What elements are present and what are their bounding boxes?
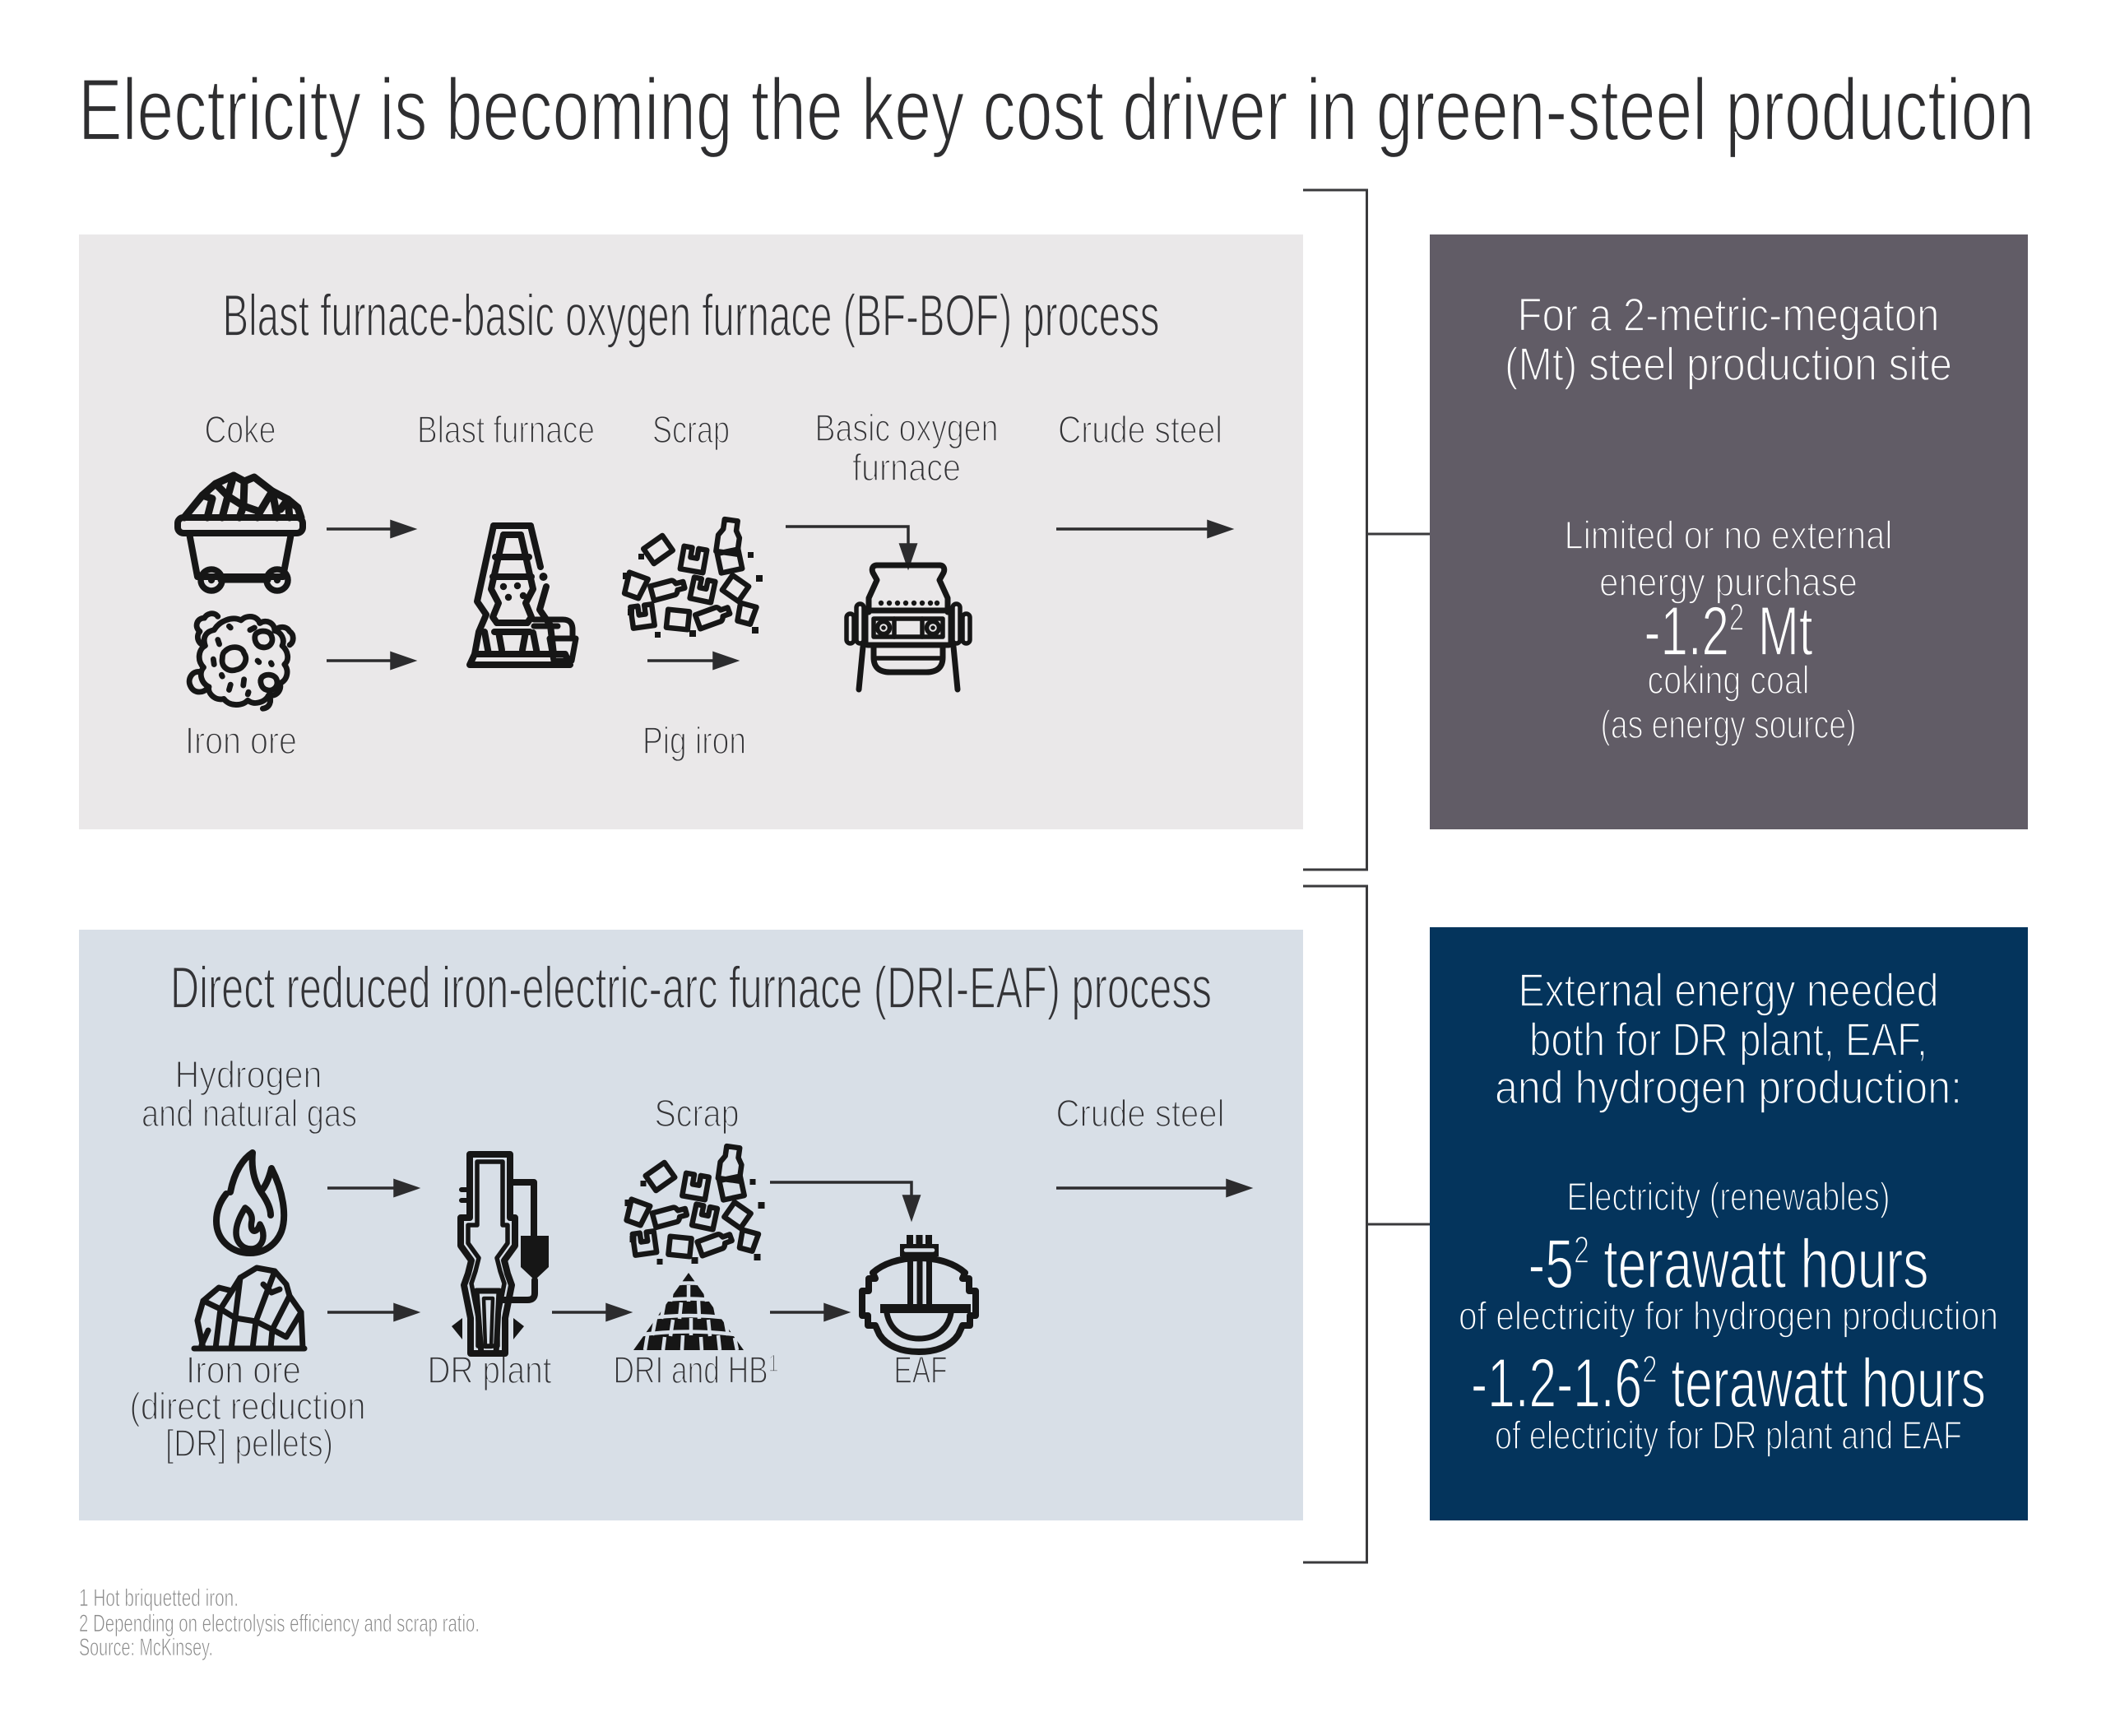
svg-text:(direct reduction: (direct reduction [130,1385,366,1427]
svg-text:Blast furnace-basic oxygen fur: Blast furnace-basic oxygen furnace (BF-B… [223,284,1160,349]
svg-text:and hydrogen production:: and hydrogen production: [1495,1061,1962,1114]
svg-text:Coke: Coke [205,408,276,451]
svg-text:(Mt) steel production site: (Mt) steel production site [1505,338,1952,391]
svg-text:Iron ore: Iron ore [186,1348,301,1391]
svg-text:furnace: furnace [852,446,961,489]
svg-text:Crude steel: Crude steel [1056,1092,1225,1135]
svg-text:Basic oxygen: Basic oxygen [815,406,999,449]
svg-text:coking coal: coking coal [1648,659,1810,703]
svg-text:External energy needed: External energy needed [1519,964,1939,1017]
svg-text:Blast furnace: Blast furnace [417,408,595,451]
svg-text:Pig iron: Pig iron [642,719,746,762]
svg-text:Iron ore: Iron ore [185,719,297,762]
svg-text:Electricity (renewables): Electricity (renewables) [1567,1176,1890,1219]
svg-text:of electricity for hydrogen pr: of electricity for hydrogen production [1459,1295,1998,1339]
svg-text:of electricity for DR plant an: of electricity for DR plant and EAF [1495,1414,1962,1458]
svg-text:DR plant: DR plant [428,1348,552,1391]
svg-text:(as energy source): (as energy source) [1601,703,1857,747]
svg-text:[DR] pellets): [DR] pellets) [165,1422,333,1464]
svg-text:2 Depending on electrolysis ef: 2 Depending on electrolysis efficiency a… [79,1610,480,1637]
svg-text:For a 2-metric-megaton: For a 2-metric-megaton [1518,289,1940,341]
svg-text:EAF: EAF [894,1348,948,1391]
svg-text:-52 terawatt hours: -52 terawatt hours [1528,1225,1929,1302]
svg-text:-1.22 Mt: -1.22 Mt [1644,592,1813,670]
svg-text:both for DR plant, EAF,: both for DR plant, EAF, [1529,1014,1927,1066]
svg-text:DRI and HB1: DRI and HB1 [614,1348,779,1391]
svg-text:Scrap: Scrap [655,1092,740,1135]
svg-text:Source: McKinsey.: Source: McKinsey. [79,1634,213,1661]
svg-text:Limited or no external: Limited or no external [1565,514,1893,558]
svg-text:-1.2-1.62 terawatt hours: -1.2-1.62 terawatt hours [1471,1344,1986,1422]
svg-text:energy purchase: energy purchase [1599,561,1858,605]
svg-text:Hydrogen: Hydrogen [175,1053,322,1096]
svg-text:Crude steel: Crude steel [1058,408,1222,451]
svg-text:Direct reduced iron-electric-a: Direct reduced iron-electric-arc furnace… [170,956,1212,1021]
svg-text:and natural gas: and natural gas [141,1092,357,1135]
svg-text:Scrap: Scrap [652,408,730,451]
svg-text:1 Hot briquetted iron.: 1 Hot briquetted iron. [79,1585,239,1612]
svg-text:Electricity is becoming the ke: Electricity is becoming the key cost dri… [78,60,2034,159]
